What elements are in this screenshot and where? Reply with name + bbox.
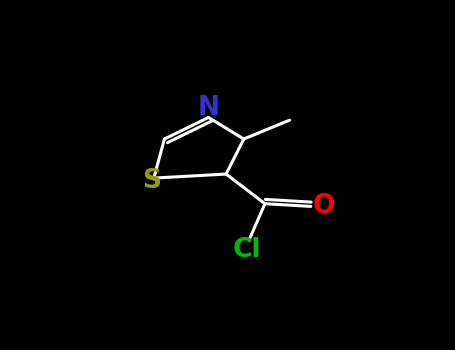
Text: S: S [142,168,162,194]
Text: N: N [197,95,219,121]
Text: O: O [313,194,335,219]
Text: Cl: Cl [233,237,262,262]
